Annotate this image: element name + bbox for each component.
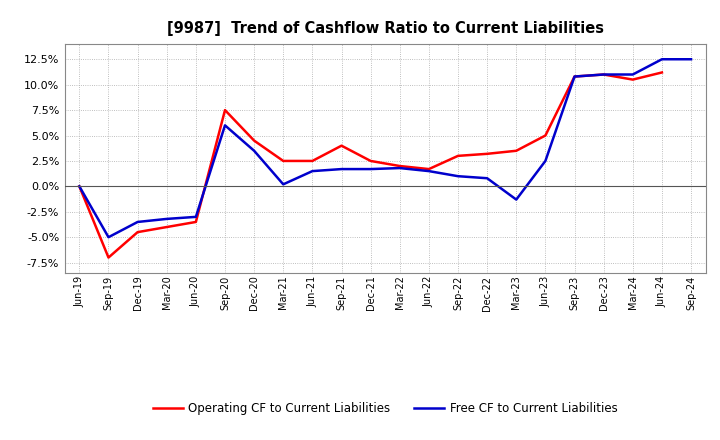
Operating CF to Current Liabilities (279, 158, 287, 164)
Operating CF to Current Liabilities (454, 153, 462, 158)
Operating CF to Current Liabilities (133, 230, 142, 235)
Free CF to Current Liabilities (454, 173, 462, 179)
Operating CF to Current Liabilities (366, 158, 375, 164)
Free CF to Current Liabilities (657, 57, 666, 62)
Free CF to Current Liabilities (250, 148, 258, 154)
Free CF to Current Liabilities (570, 74, 579, 79)
Free CF to Current Liabilities (192, 214, 200, 220)
Free CF to Current Liabilities (163, 216, 171, 222)
Free CF to Current Liabilities (75, 184, 84, 189)
Free CF to Current Liabilities (366, 166, 375, 172)
Free CF to Current Liabilities (541, 158, 550, 164)
Free CF to Current Liabilities (629, 72, 637, 77)
Operating CF to Current Liabilities (104, 255, 113, 260)
Line: Operating CF to Current Liabilities: Operating CF to Current Liabilities (79, 73, 662, 257)
Operating CF to Current Liabilities (75, 184, 84, 189)
Operating CF to Current Liabilities (629, 77, 637, 82)
Legend: Operating CF to Current Liabilities, Free CF to Current Liabilities: Operating CF to Current Liabilities, Fre… (148, 398, 622, 420)
Operating CF to Current Liabilities (250, 138, 258, 143)
Operating CF to Current Liabilities (163, 224, 171, 230)
Operating CF to Current Liabilities (308, 158, 317, 164)
Operating CF to Current Liabilities (541, 133, 550, 138)
Free CF to Current Liabilities (512, 197, 521, 202)
Free CF to Current Liabilities (279, 182, 287, 187)
Operating CF to Current Liabilities (337, 143, 346, 148)
Operating CF to Current Liabilities (425, 166, 433, 172)
Free CF to Current Liabilities (483, 176, 492, 181)
Free CF to Current Liabilities (599, 72, 608, 77)
Operating CF to Current Liabilities (220, 107, 229, 113)
Operating CF to Current Liabilities (512, 148, 521, 154)
Free CF to Current Liabilities (425, 169, 433, 174)
Free CF to Current Liabilities (133, 219, 142, 224)
Operating CF to Current Liabilities (570, 74, 579, 79)
Free CF to Current Liabilities (687, 57, 696, 62)
Free CF to Current Liabilities (220, 123, 229, 128)
Free CF to Current Liabilities (395, 165, 404, 171)
Operating CF to Current Liabilities (599, 72, 608, 77)
Operating CF to Current Liabilities (395, 163, 404, 169)
Free CF to Current Liabilities (337, 166, 346, 172)
Free CF to Current Liabilities (104, 235, 113, 240)
Free CF to Current Liabilities (308, 169, 317, 174)
Operating CF to Current Liabilities (483, 151, 492, 157)
Line: Free CF to Current Liabilities: Free CF to Current Liabilities (79, 59, 691, 237)
Operating CF to Current Liabilities (192, 219, 200, 224)
Operating CF to Current Liabilities (657, 70, 666, 75)
Title: [9987]  Trend of Cashflow Ratio to Current Liabilities: [9987] Trend of Cashflow Ratio to Curren… (167, 21, 603, 36)
